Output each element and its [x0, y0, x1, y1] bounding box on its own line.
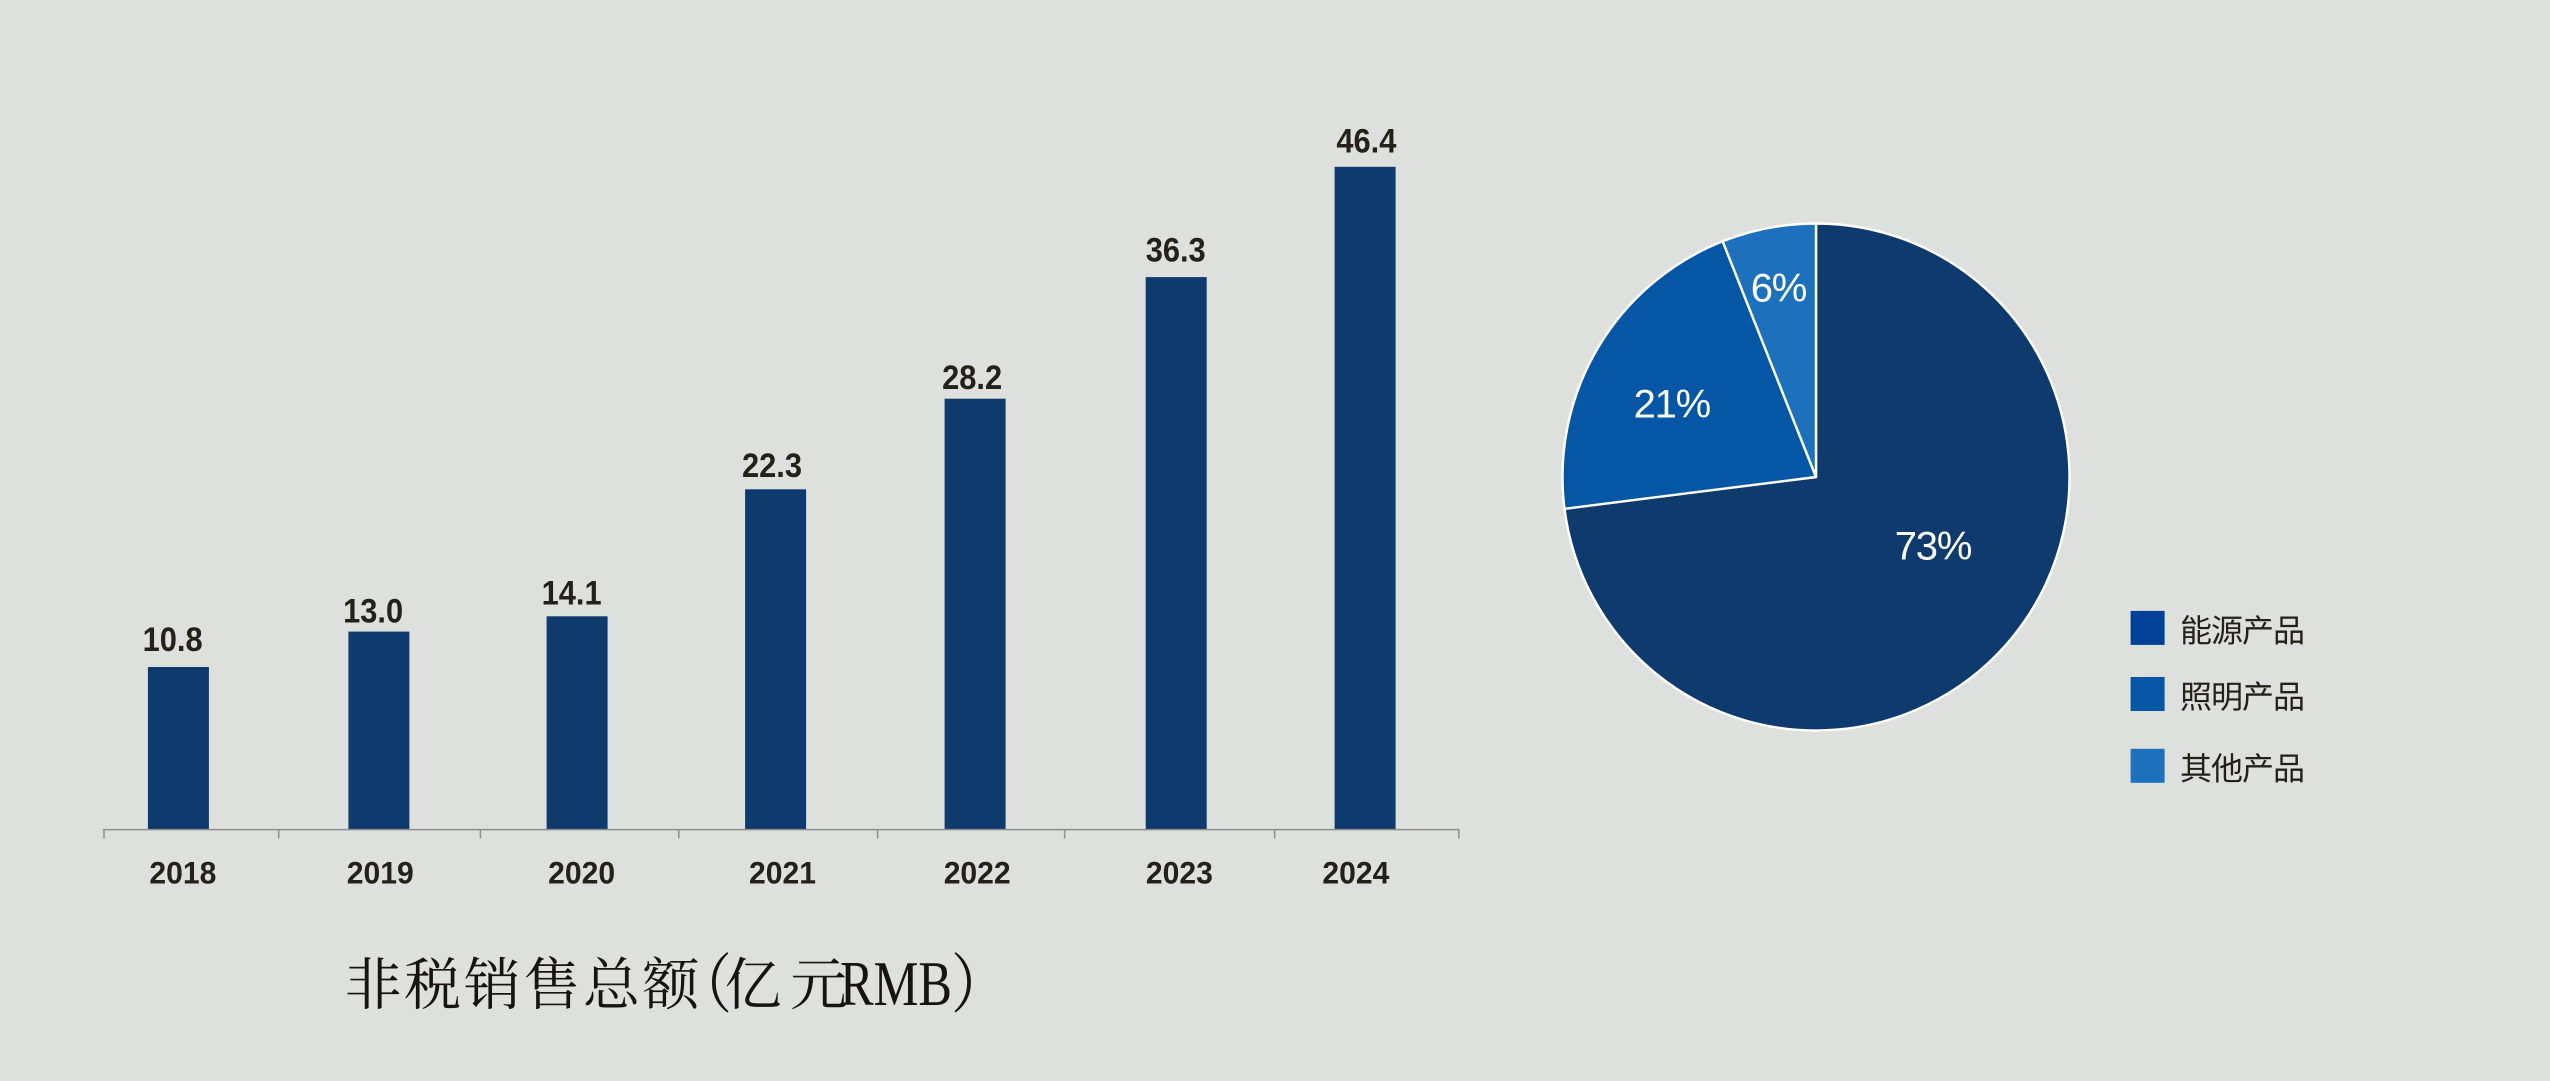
svg-text:RMB: RMB [840, 948, 952, 1019]
svg-text:2023: 2023 [1146, 855, 1213, 891]
svg-text:2019: 2019 [347, 855, 414, 891]
svg-text:36.3: 36.3 [1146, 231, 1206, 269]
svg-text:46.4: 46.4 [1336, 122, 1396, 160]
svg-text:13.0: 13.0 [343, 593, 403, 631]
svg-text:2024: 2024 [1322, 855, 1389, 891]
svg-text:6%: 6% [1751, 266, 1807, 310]
svg-text:2020: 2020 [548, 855, 615, 891]
svg-text:22.3: 22.3 [742, 447, 802, 485]
svg-text:2021: 2021 [749, 855, 816, 891]
svg-text:10.8: 10.8 [143, 621, 203, 659]
svg-text:2018: 2018 [149, 855, 216, 891]
svg-text:21%: 21% [1634, 383, 1711, 427]
svg-text:73%: 73% [1895, 525, 1972, 569]
svg-text:14.1: 14.1 [542, 574, 602, 612]
svg-text:28.2: 28.2 [942, 359, 1002, 397]
svg-text:2022: 2022 [944, 855, 1011, 891]
